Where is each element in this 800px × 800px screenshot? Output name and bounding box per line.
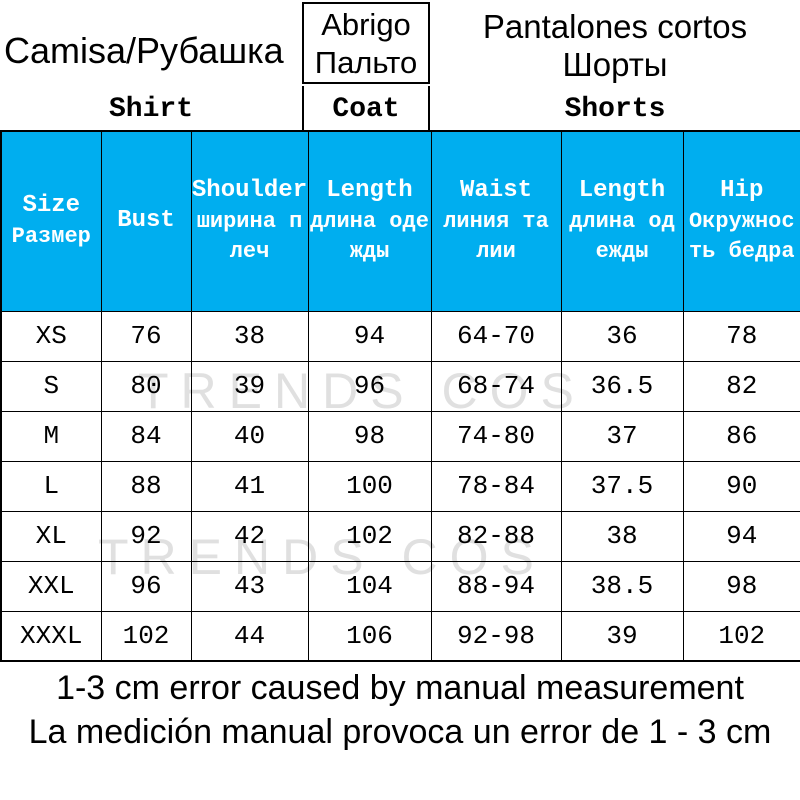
header-ru-text: ширина п [196,209,303,235]
measurement-value: 104 [307,560,432,612]
size-row-l: L 88 41 100 78-84 37.5 90 [0,460,800,512]
measurement-value: 42 [190,510,309,562]
header-cell-1-bust: Bust [100,130,192,312]
header-en-text: Length [578,177,666,205]
measurement-value: 100 [307,460,432,512]
measurement-value: 96 [100,560,192,612]
measurement-value: 40 [190,410,309,462]
measurement-value: 39 [190,360,309,412]
header-ru-text: линия та [443,209,549,235]
measurement-value: 80 [100,360,192,412]
header-ru-text: ть бедра [688,239,795,265]
measurement-value: 98 [682,560,800,612]
shorts-category-label-ru: Шорты [562,46,668,83]
header-ru-text: длина од [569,209,675,235]
header-ru-text: Окружнос [688,209,795,235]
size-label: XXL [0,560,102,612]
measurement-value: 106 [307,610,432,662]
coat-category-label-es: Abrigo [321,7,411,42]
size-row-m: M 84 40 98 74-80 37 86 [0,410,800,462]
header-en-text: Size [22,192,81,220]
measurement-value: 94 [307,310,432,362]
header-cell-0-size: Size Размер [0,130,102,312]
measurement-value: 88 [100,460,192,512]
table-body: XS 76 38 94 64-70 36 78 S 80 39 96 68-74 36.5 82 M 84 40… [0,310,800,662]
size-row-xs: XS 76 38 94 64-70 36 78 [0,310,800,362]
header-en-text: Hip [720,177,764,205]
size-row-xxxl: XXXL 102 44 106 92-98 39 102 [0,610,800,662]
header-cell-5-length: Length длина од ежды [560,130,684,312]
measurement-value: 36.5 [560,360,684,412]
coat-category-label-ru: Пальто [314,45,418,80]
measurement-value: 39 [560,610,684,662]
measurement-value: 94 [682,510,800,562]
measurement-value: 74-80 [430,410,562,462]
measurement-note-es: La medición manual provoca un error de 1… [28,713,772,751]
size-label: XS [0,310,102,362]
measurement-value: 37.5 [560,460,684,512]
header-ru-text: лии [476,239,516,265]
header-en-text: Shoulder [191,177,308,205]
coat-category-box: Abrigo Пальто [302,2,430,84]
shirt-category-label: Camisa/Рубашка [4,30,284,71]
measurement-value: 41 [190,460,309,512]
size-label: L [0,460,102,512]
header-ru-text: длина оде [310,209,429,235]
size-chart-table: Size Размер Bust Shoulder ширина п леч Length д… [0,130,800,662]
measurement-note-en: 1-3 cm error caused by manual measuremen… [56,669,744,707]
measurement-value: 90 [682,460,800,512]
measurement-value: 68-74 [430,360,562,412]
measurement-value: 36 [560,310,684,362]
measurement-value: 92 [100,510,192,562]
measurement-value: 82-88 [430,510,562,562]
measurement-value: 78 [682,310,800,362]
table-header: Size Размер Bust Shoulder ширина п леч Length д… [0,130,800,312]
size-label: XXXL [0,610,102,662]
shirt-label-en: Shirt [108,94,193,125]
measurement-value: 86 [682,410,800,462]
measurement-value: 82 [682,360,800,412]
header-en-text: Bust [117,207,175,235]
size-row-s: S 80 39 96 68-74 36.5 82 [0,360,800,412]
measurement-value: 44 [190,610,309,662]
header-ru-text: ежды [595,239,649,265]
measurement-value: 64-70 [430,310,562,362]
measurement-value: 102 [307,510,432,562]
size-row-xxl: XXL 96 43 104 88-94 38.5 98 [0,560,800,612]
header-ru-text: Размер [11,224,91,250]
header-ru-text: леч [229,239,270,265]
measurement-value: 38.5 [560,560,684,612]
shorts-category-label-es: Pantalones cortos [482,8,748,45]
measurement-value: 76 [100,310,192,362]
size-label: M [0,410,102,462]
measurement-value: 37 [560,410,684,462]
header-row: Size Размер Bust Shoulder ширина п леч Length д… [0,130,800,312]
header-en-text: Waist [459,177,532,205]
shorts-label-en: Shorts [564,94,666,125]
size-row-xl: XL 92 42 102 82-88 38 94 [0,510,800,562]
measurement-note: 1-3 cm error caused by manual measuremen… [0,666,800,754]
measurement-value: 78-84 [430,460,562,512]
header-cell-2-shoulder: Shoulder ширина п леч [190,130,309,312]
measurement-value: 84 [100,410,192,462]
measurement-value: 38 [190,310,309,362]
measurement-value: 98 [307,410,432,462]
header-ru-text: жды [349,239,390,265]
measurement-value: 43 [190,560,309,612]
measurement-value: 88-94 [430,560,562,612]
measurement-value: 102 [682,610,800,662]
header-cell-4-waist: Waist линия та лии [430,130,562,312]
size-label: XL [0,510,102,562]
measurement-value: 102 [100,610,192,662]
header-en-text: Length [326,177,413,205]
header-cell-3-length: Length длина оде жды [307,130,432,312]
size-label: S [0,360,102,412]
measurement-value: 38 [560,510,684,562]
coat-label-en: Coat [302,86,430,130]
measurement-value: 92-98 [430,610,562,662]
shorts-category-label: Pantalones cortos Шорты [430,8,800,84]
header-cell-6-hip: Hip Окружнос ть бедра [682,130,800,312]
measurement-value: 96 [307,360,432,412]
